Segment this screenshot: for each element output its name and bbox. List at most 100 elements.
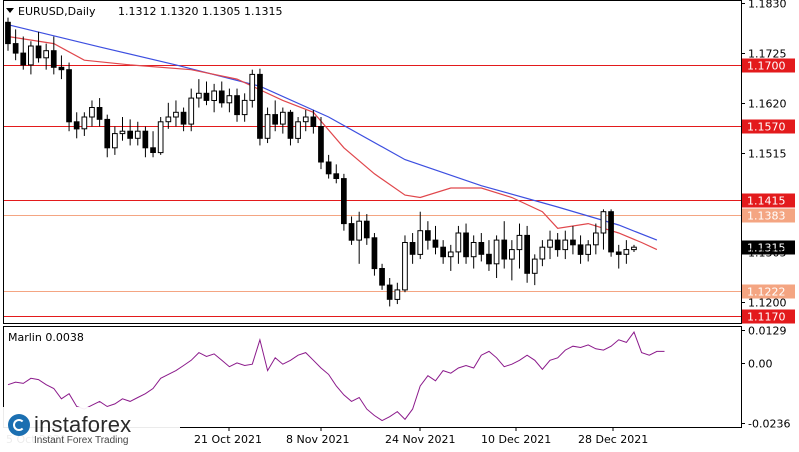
candle-56 <box>432 225 439 255</box>
candle-46 <box>356 211 362 264</box>
indicator-label: Marlin 0.0038 <box>8 331 84 344</box>
candle-81 <box>623 240 630 264</box>
symbol-header: EURUSD,Daily <box>18 5 96 18</box>
candle-12 <box>96 98 103 127</box>
candle-9 <box>73 112 80 139</box>
candle-18 <box>142 126 149 158</box>
candle-58 <box>447 244 454 271</box>
candle-80 <box>615 244 622 269</box>
candle-54 <box>417 211 424 260</box>
watermark-tagline: Instant Forex Trading <box>34 434 129 446</box>
candle-11 <box>89 100 95 127</box>
candle-2 <box>20 36 27 70</box>
candle-34 <box>264 107 271 144</box>
candle-17 <box>134 121 141 146</box>
level-label-bg-5 <box>742 309 795 324</box>
candle-22 <box>173 100 179 127</box>
candle-51 <box>394 282 401 305</box>
candle-66 <box>509 240 515 281</box>
current-price-label: 1.1315 <box>747 242 786 255</box>
candle-40 <box>310 109 317 134</box>
candle-19 <box>150 131 156 158</box>
candle-55 <box>425 221 431 250</box>
level-label-1: 1.1570 <box>747 121 786 134</box>
candle-43 <box>333 164 340 184</box>
level-label-5: 1.1170 <box>747 311 786 324</box>
marlin-line <box>7 331 665 422</box>
candle-5 <box>43 43 49 70</box>
candle-60 <box>463 223 469 264</box>
candle-75 <box>577 235 584 264</box>
candle-79 <box>608 209 614 257</box>
date-label-1: 8 Nov 2021 <box>286 433 349 446</box>
watermark-brand: instaforex <box>34 411 132 437</box>
candle-26 <box>203 81 210 106</box>
candlesticks <box>5 17 637 307</box>
candle-61 <box>470 235 477 269</box>
price-tick-label-1: 1.1725 <box>748 48 787 61</box>
candle-6 <box>50 36 57 75</box>
level-label-0: 1.1700 <box>747 60 786 73</box>
symbol-dropdown-icon[interactable] <box>6 8 14 13</box>
level-label-bg-2 <box>742 193 795 208</box>
candle-1 <box>12 29 19 61</box>
level-label-3: 1.1383 <box>747 210 786 223</box>
price-axis: 1.1830 1.1725 1.1620 1.1515 1.1305 1.1200 <box>741 0 787 310</box>
price-tick-label-5: 1.1200 <box>748 297 787 310</box>
ma-red-line <box>7 35 658 251</box>
candle-36 <box>280 107 286 134</box>
candle-52 <box>402 235 408 293</box>
candle-38 <box>295 117 301 144</box>
candle-47 <box>363 214 370 245</box>
candle-37 <box>287 109 294 146</box>
candle-65 <box>501 221 508 269</box>
candle-69 <box>531 254 538 286</box>
horizontal-levels: 1.1700 1.1570 1.1415 1.1383 1.1222 1.1170 1.13… <box>4 58 795 324</box>
indicator-axis: 0.0129 0.00 -0.0236 <box>741 325 790 431</box>
candle-74 <box>570 225 576 255</box>
level-label-bg-3 <box>742 208 795 223</box>
watermark: instaforex Instant Forex Trading <box>0 407 180 452</box>
candle-67 <box>516 223 523 269</box>
candle-31 <box>241 93 248 122</box>
candle-39 <box>302 109 309 132</box>
candle-49 <box>379 263 385 290</box>
price-tick-label-2: 1.1620 <box>748 98 787 111</box>
candle-13 <box>104 114 111 158</box>
candle-77 <box>593 223 599 255</box>
candle-30 <box>234 88 240 122</box>
candle-8 <box>66 62 72 132</box>
candle-10 <box>81 112 88 136</box>
candle-45 <box>348 216 355 245</box>
date-label-4: 28 Dec 2021 <box>578 433 648 446</box>
candle-42 <box>325 154 332 179</box>
candle-35 <box>272 100 278 132</box>
candle-44 <box>341 173 347 231</box>
level-label-2: 1.1415 <box>747 195 786 208</box>
current-price-bg <box>742 240 795 255</box>
candle-73 <box>562 230 569 260</box>
candle-24 <box>188 88 195 132</box>
candle-29 <box>226 88 233 113</box>
candle-71 <box>547 230 553 260</box>
candle-72 <box>554 233 561 257</box>
candle-82 <box>631 244 637 252</box>
candle-16 <box>127 119 134 146</box>
candle-59 <box>455 225 462 264</box>
indicator-tick-label-0: 0.0129 <box>748 325 787 338</box>
price-tick-label-4: 1.1305 <box>748 247 787 260</box>
candle-53 <box>409 233 416 264</box>
main-price-panel <box>3 0 742 324</box>
candle-4 <box>35 31 42 63</box>
candle-64 <box>493 235 500 279</box>
level-label-bg-1 <box>742 119 795 134</box>
candle-62 <box>478 233 485 262</box>
candle-57 <box>440 240 446 264</box>
candle-32 <box>249 69 256 108</box>
price-tick-label-0: 1.1830 <box>748 0 787 11</box>
candle-28 <box>218 81 225 108</box>
candle-25 <box>196 79 202 108</box>
level-label-bg-4 <box>742 284 795 299</box>
candle-23 <box>180 107 187 132</box>
indicator-tick-label-2: -0.0236 <box>748 418 790 431</box>
